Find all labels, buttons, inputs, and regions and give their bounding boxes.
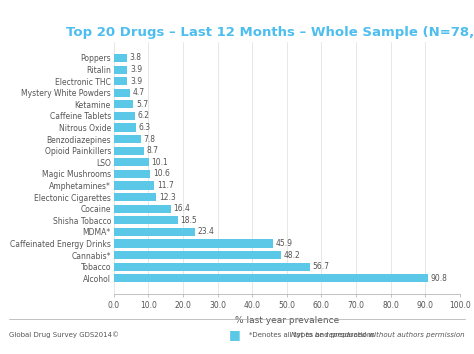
Bar — [114, 77, 127, 85]
Text: 5.7: 5.7 — [136, 100, 148, 109]
Bar — [114, 124, 136, 132]
Bar — [114, 65, 127, 74]
Text: 3.9: 3.9 — [130, 65, 142, 74]
Bar — [114, 135, 141, 143]
Text: 11.7: 11.7 — [157, 181, 174, 190]
Text: 3.9: 3.9 — [130, 77, 142, 86]
Bar — [114, 147, 144, 155]
Bar — [114, 228, 195, 236]
Bar — [114, 193, 156, 201]
Text: 8.7: 8.7 — [146, 146, 159, 155]
Text: 23.4: 23.4 — [198, 227, 214, 236]
X-axis label: % last year prevalence: % last year prevalence — [235, 316, 339, 325]
Text: *Denotes all types and preparations: *Denotes all types and preparations — [249, 332, 375, 337]
Bar — [114, 182, 154, 190]
Bar — [114, 216, 178, 224]
Text: 56.7: 56.7 — [313, 262, 330, 271]
Bar — [114, 170, 150, 178]
Bar — [114, 239, 273, 247]
Text: 16.4: 16.4 — [173, 204, 190, 213]
Bar — [114, 112, 135, 120]
Text: 10.6: 10.6 — [153, 170, 170, 178]
Text: 10.1: 10.1 — [152, 158, 168, 167]
Bar — [114, 54, 127, 62]
Text: 6.2: 6.2 — [138, 112, 150, 120]
Text: 4.7: 4.7 — [133, 88, 145, 97]
Text: 6.3: 6.3 — [138, 123, 150, 132]
Text: Global Drug Survey GDS2014©: Global Drug Survey GDS2014© — [9, 331, 119, 338]
Text: 12.3: 12.3 — [159, 193, 176, 202]
Text: 3.8: 3.8 — [130, 53, 142, 62]
Bar — [114, 251, 281, 259]
Bar — [114, 100, 134, 108]
Text: 18.5: 18.5 — [181, 216, 197, 225]
Bar — [114, 274, 428, 282]
Text: 90.8: 90.8 — [431, 274, 447, 283]
Bar — [114, 158, 149, 166]
Text: 7.8: 7.8 — [144, 135, 155, 144]
Bar — [114, 263, 310, 271]
Text: Not to be reproduced without authors permission: Not to be reproduced without authors per… — [291, 331, 465, 338]
Text: ■: ■ — [229, 328, 240, 341]
Text: 45.9: 45.9 — [275, 239, 292, 248]
Text: 48.2: 48.2 — [283, 251, 300, 259]
Bar — [114, 89, 130, 97]
Bar — [114, 205, 171, 213]
Title: Top 20 Drugs – Last 12 Months – Whole Sample (N=78,819): Top 20 Drugs – Last 12 Months – Whole Sa… — [66, 25, 474, 39]
